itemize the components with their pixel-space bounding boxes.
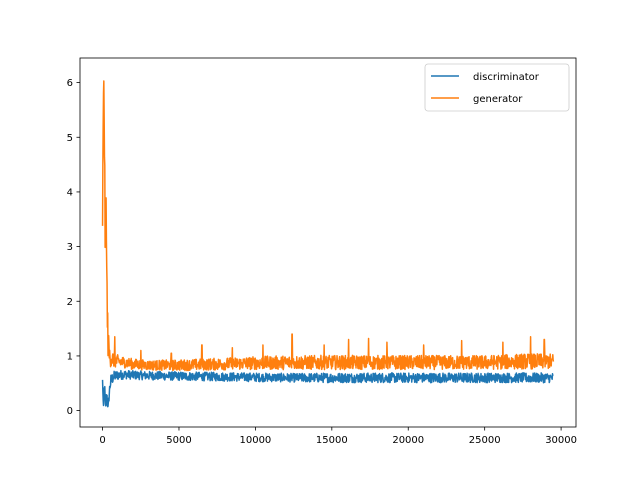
x-tick-label: 20000 xyxy=(392,435,424,446)
series-line-discriminator xyxy=(101,369,554,408)
series-layer xyxy=(101,80,555,408)
plot-frame xyxy=(79,57,577,428)
legend: discriminator generator xyxy=(424,63,570,112)
y-tick-label: 3 xyxy=(67,242,73,253)
legend-label-discriminator: discriminator xyxy=(473,72,540,83)
x-tick-label: 10000 xyxy=(239,435,271,446)
y-tick-label: 0 xyxy=(67,406,73,417)
legend-label-generator: generator xyxy=(473,94,523,105)
y-axis: 0 1 2 3 4 5 6 xyxy=(67,78,80,417)
x-tick-label: 15000 xyxy=(316,435,348,446)
y-tick-label: 1 xyxy=(67,351,73,362)
legend-box xyxy=(424,63,570,112)
x-axis: 0 5000 10000 15000 20000 25000 30000 xyxy=(99,427,577,446)
x-tick-label: 30000 xyxy=(545,435,577,446)
x-tick-label: 0 xyxy=(99,435,105,446)
y-tick-label: 4 xyxy=(67,187,73,198)
y-tick-label: 5 xyxy=(67,133,73,144)
x-tick-label: 5000 xyxy=(166,435,191,446)
series-line-generator xyxy=(101,80,555,372)
x-tick-label: 25000 xyxy=(469,435,501,446)
y-tick-label: 6 xyxy=(67,78,73,89)
y-tick-label: 2 xyxy=(67,297,73,308)
